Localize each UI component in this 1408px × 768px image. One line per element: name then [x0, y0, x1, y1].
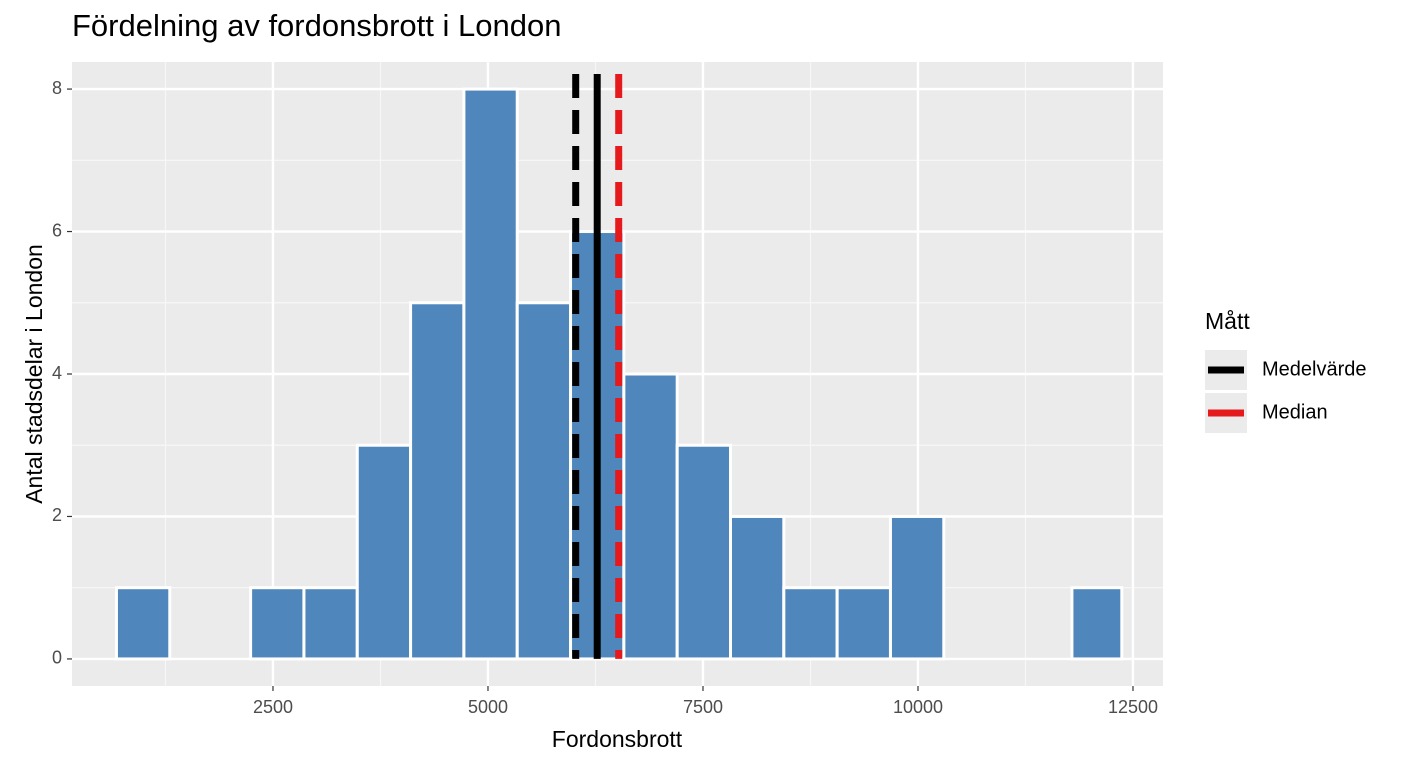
- bar: [782, 586, 839, 661]
- x-tick-label: 2500: [253, 697, 293, 717]
- y-tick-label: 0: [52, 648, 62, 668]
- y-tick-label: 2: [52, 505, 62, 525]
- bar: [835, 586, 892, 661]
- legend-label: Medelvärde: [1262, 358, 1367, 380]
- bar: [729, 514, 786, 661]
- legend-label: Median: [1262, 401, 1328, 423]
- chart-title: Fördelning av fordonsbrott i London: [72, 8, 561, 43]
- y-axis-label: Antal stadsdelar i London: [21, 244, 47, 504]
- bar: [622, 372, 679, 661]
- y-tick-label: 4: [52, 363, 62, 383]
- x-tick-label: 5000: [468, 697, 508, 717]
- x-tick-label: 12500: [1108, 697, 1158, 717]
- bar: [515, 301, 573, 661]
- bar: [1070, 586, 1124, 661]
- bar: [888, 514, 946, 661]
- y-tick-label: 8: [52, 78, 62, 98]
- legend-title: Mått: [1205, 308, 1250, 334]
- bar: [409, 301, 466, 661]
- bar: [302, 586, 359, 661]
- y-tick-label: 6: [52, 220, 62, 240]
- bar: [462, 87, 519, 661]
- bar: [675, 443, 733, 661]
- x-tick-label: 10000: [893, 697, 943, 717]
- x-tick-label: 7500: [683, 697, 723, 717]
- x-axis-label: Fordonsbrott: [552, 726, 683, 752]
- bar: [355, 443, 413, 661]
- bar: [114, 586, 172, 661]
- bar: [249, 586, 306, 661]
